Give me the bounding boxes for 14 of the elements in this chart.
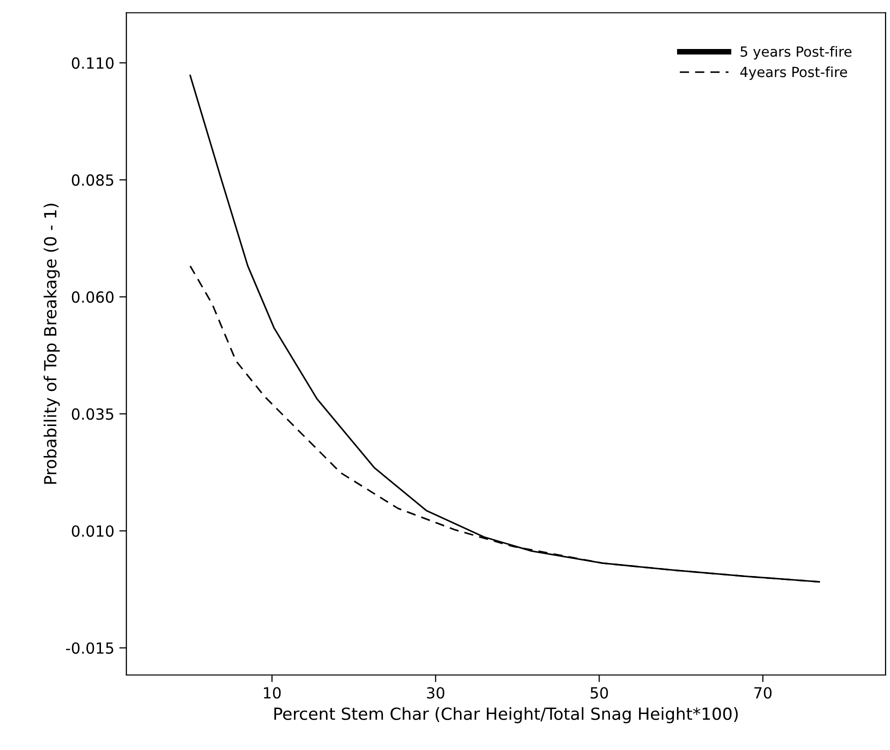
y-tick-label: 0.010 [72, 525, 114, 537]
x-axis-title: Percent Stem Char (Char Height/Total Snag Height*100) [274, 707, 738, 724]
legend-label: 4years Post-fire [740, 66, 848, 80]
x-tick-label: 30 [427, 687, 444, 699]
y-tick-label: 0.060 [72, 291, 114, 303]
x-tick-label: 70 [754, 687, 772, 699]
y-tick-label: 0.085 [72, 174, 114, 186]
x-tick-label: 50 [590, 687, 608, 699]
x-tick-label: 10 [264, 687, 281, 699]
y-tick-label: 0.110 [72, 57, 114, 69]
y-tick-label: 0.035 [72, 408, 114, 420]
y-tick-label: -0.015 [66, 642, 114, 654]
legend-label: 5 years Post-fire [740, 46, 852, 60]
y-axis-title: Probability of Top Breakage (0 - 1) [44, 204, 60, 484]
